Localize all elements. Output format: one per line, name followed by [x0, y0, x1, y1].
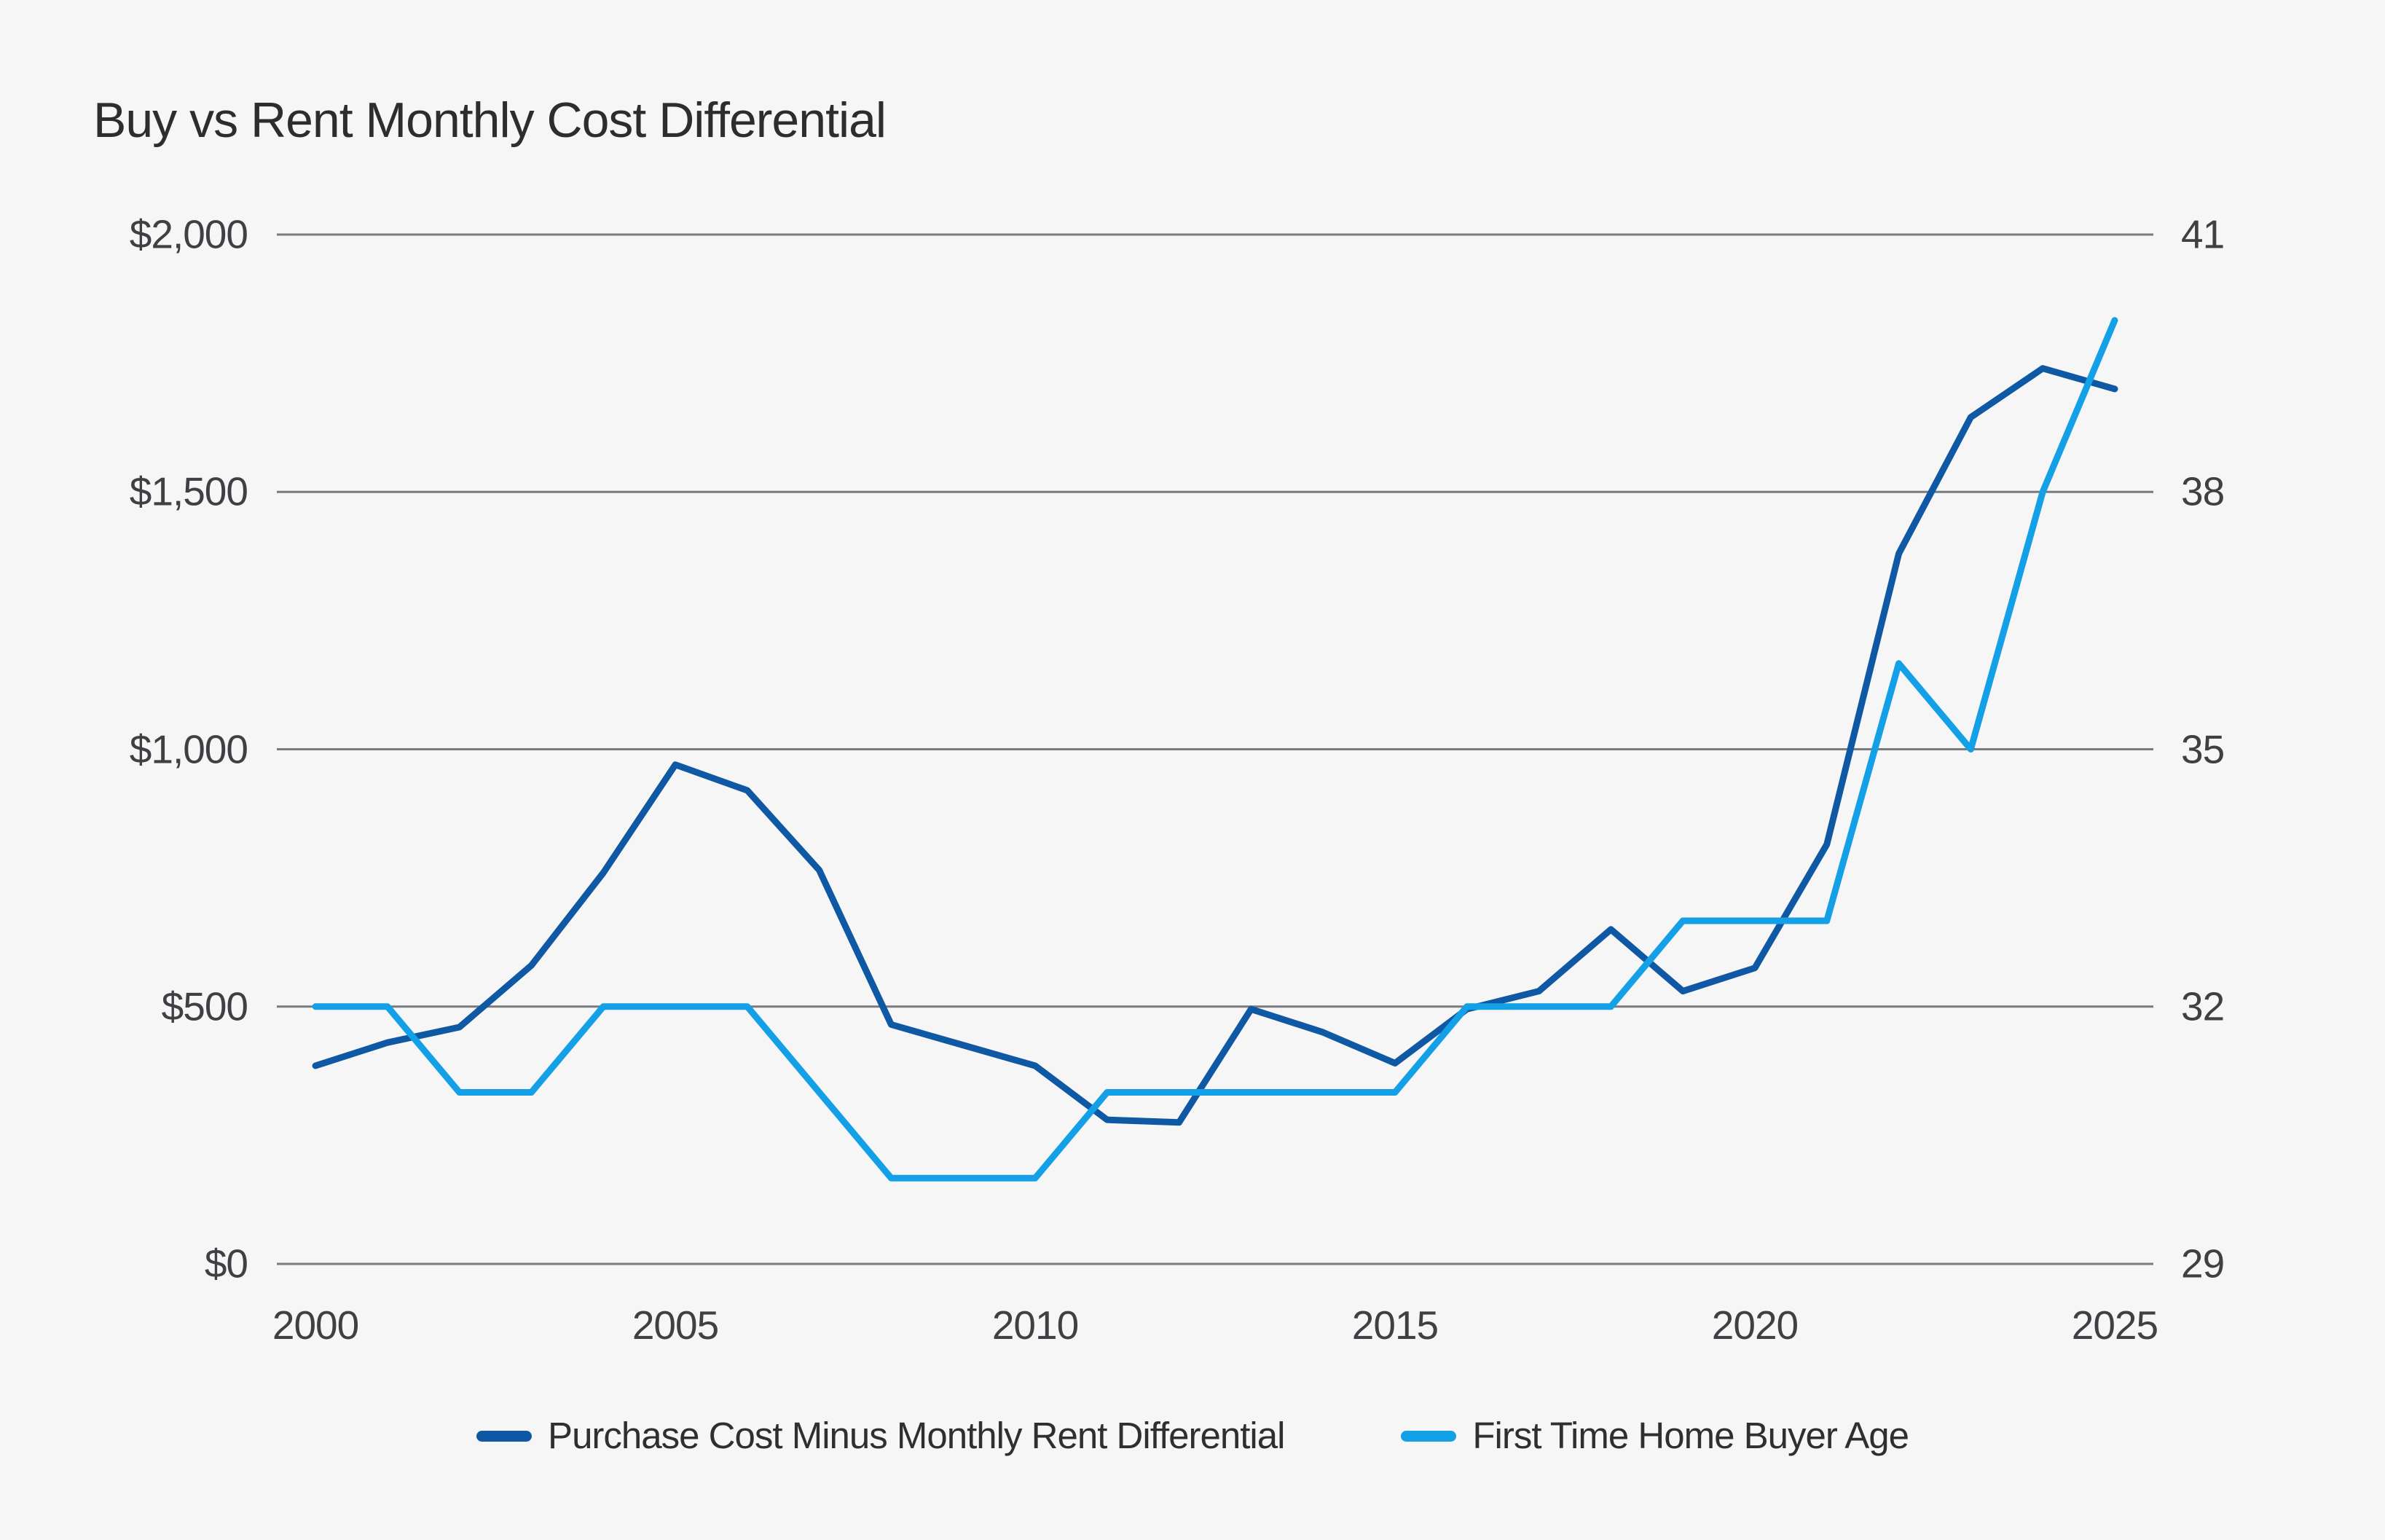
x-axis-label: 2015 [1351, 1303, 1439, 1348]
legend-label-buyer-age: First Time Home Buyer Age [1472, 1415, 1909, 1456]
legend-label-purchase-cost: Purchase Cost Minus Monthly Rent Differe… [548, 1415, 1285, 1456]
chart-title: Buy vs Rent Monthly Cost Differential [93, 93, 887, 148]
y-axis-label-right: 35 [2181, 726, 2225, 771]
legend: Purchase Cost Minus Monthly Rent Differe… [0, 1412, 2385, 1460]
y-axis-label-left: $1,500 [129, 468, 248, 514]
series-line-purchase-cost [312, 365, 2118, 1126]
legend-swatch-buyer-age [1401, 1430, 1457, 1442]
x-axis-label: 2010 [991, 1303, 1079, 1348]
legend-item-purchase-cost: Purchase Cost Minus Monthly Rent Differe… [476, 1412, 1285, 1460]
x-axis-label: 2005 [632, 1303, 719, 1348]
x-axis-label: 2020 [1711, 1303, 1799, 1348]
x-axis-label: 2000 [272, 1303, 359, 1348]
series-line-buyer-age [312, 317, 2118, 1182]
y-axis-label-right: 32 [2181, 983, 2225, 1029]
y-axis-label-left: $500 [161, 983, 248, 1029]
legend-item-buyer-age: First Time Home Buyer Age [1401, 1412, 1909, 1460]
y-axis-label-left: $2,000 [129, 211, 248, 257]
y-axis-label-left: $1,000 [129, 726, 248, 771]
y-axis-label-right: 29 [2181, 1241, 2225, 1286]
x-axis-label: 2025 [2071, 1303, 2158, 1348]
y-axis-label-right: 41 [2181, 211, 2225, 257]
y-axis-label-left: $0 [204, 1241, 248, 1286]
legend-swatch-purchase-cost [476, 1430, 533, 1442]
y-axis-label-right: 38 [2181, 468, 2225, 514]
